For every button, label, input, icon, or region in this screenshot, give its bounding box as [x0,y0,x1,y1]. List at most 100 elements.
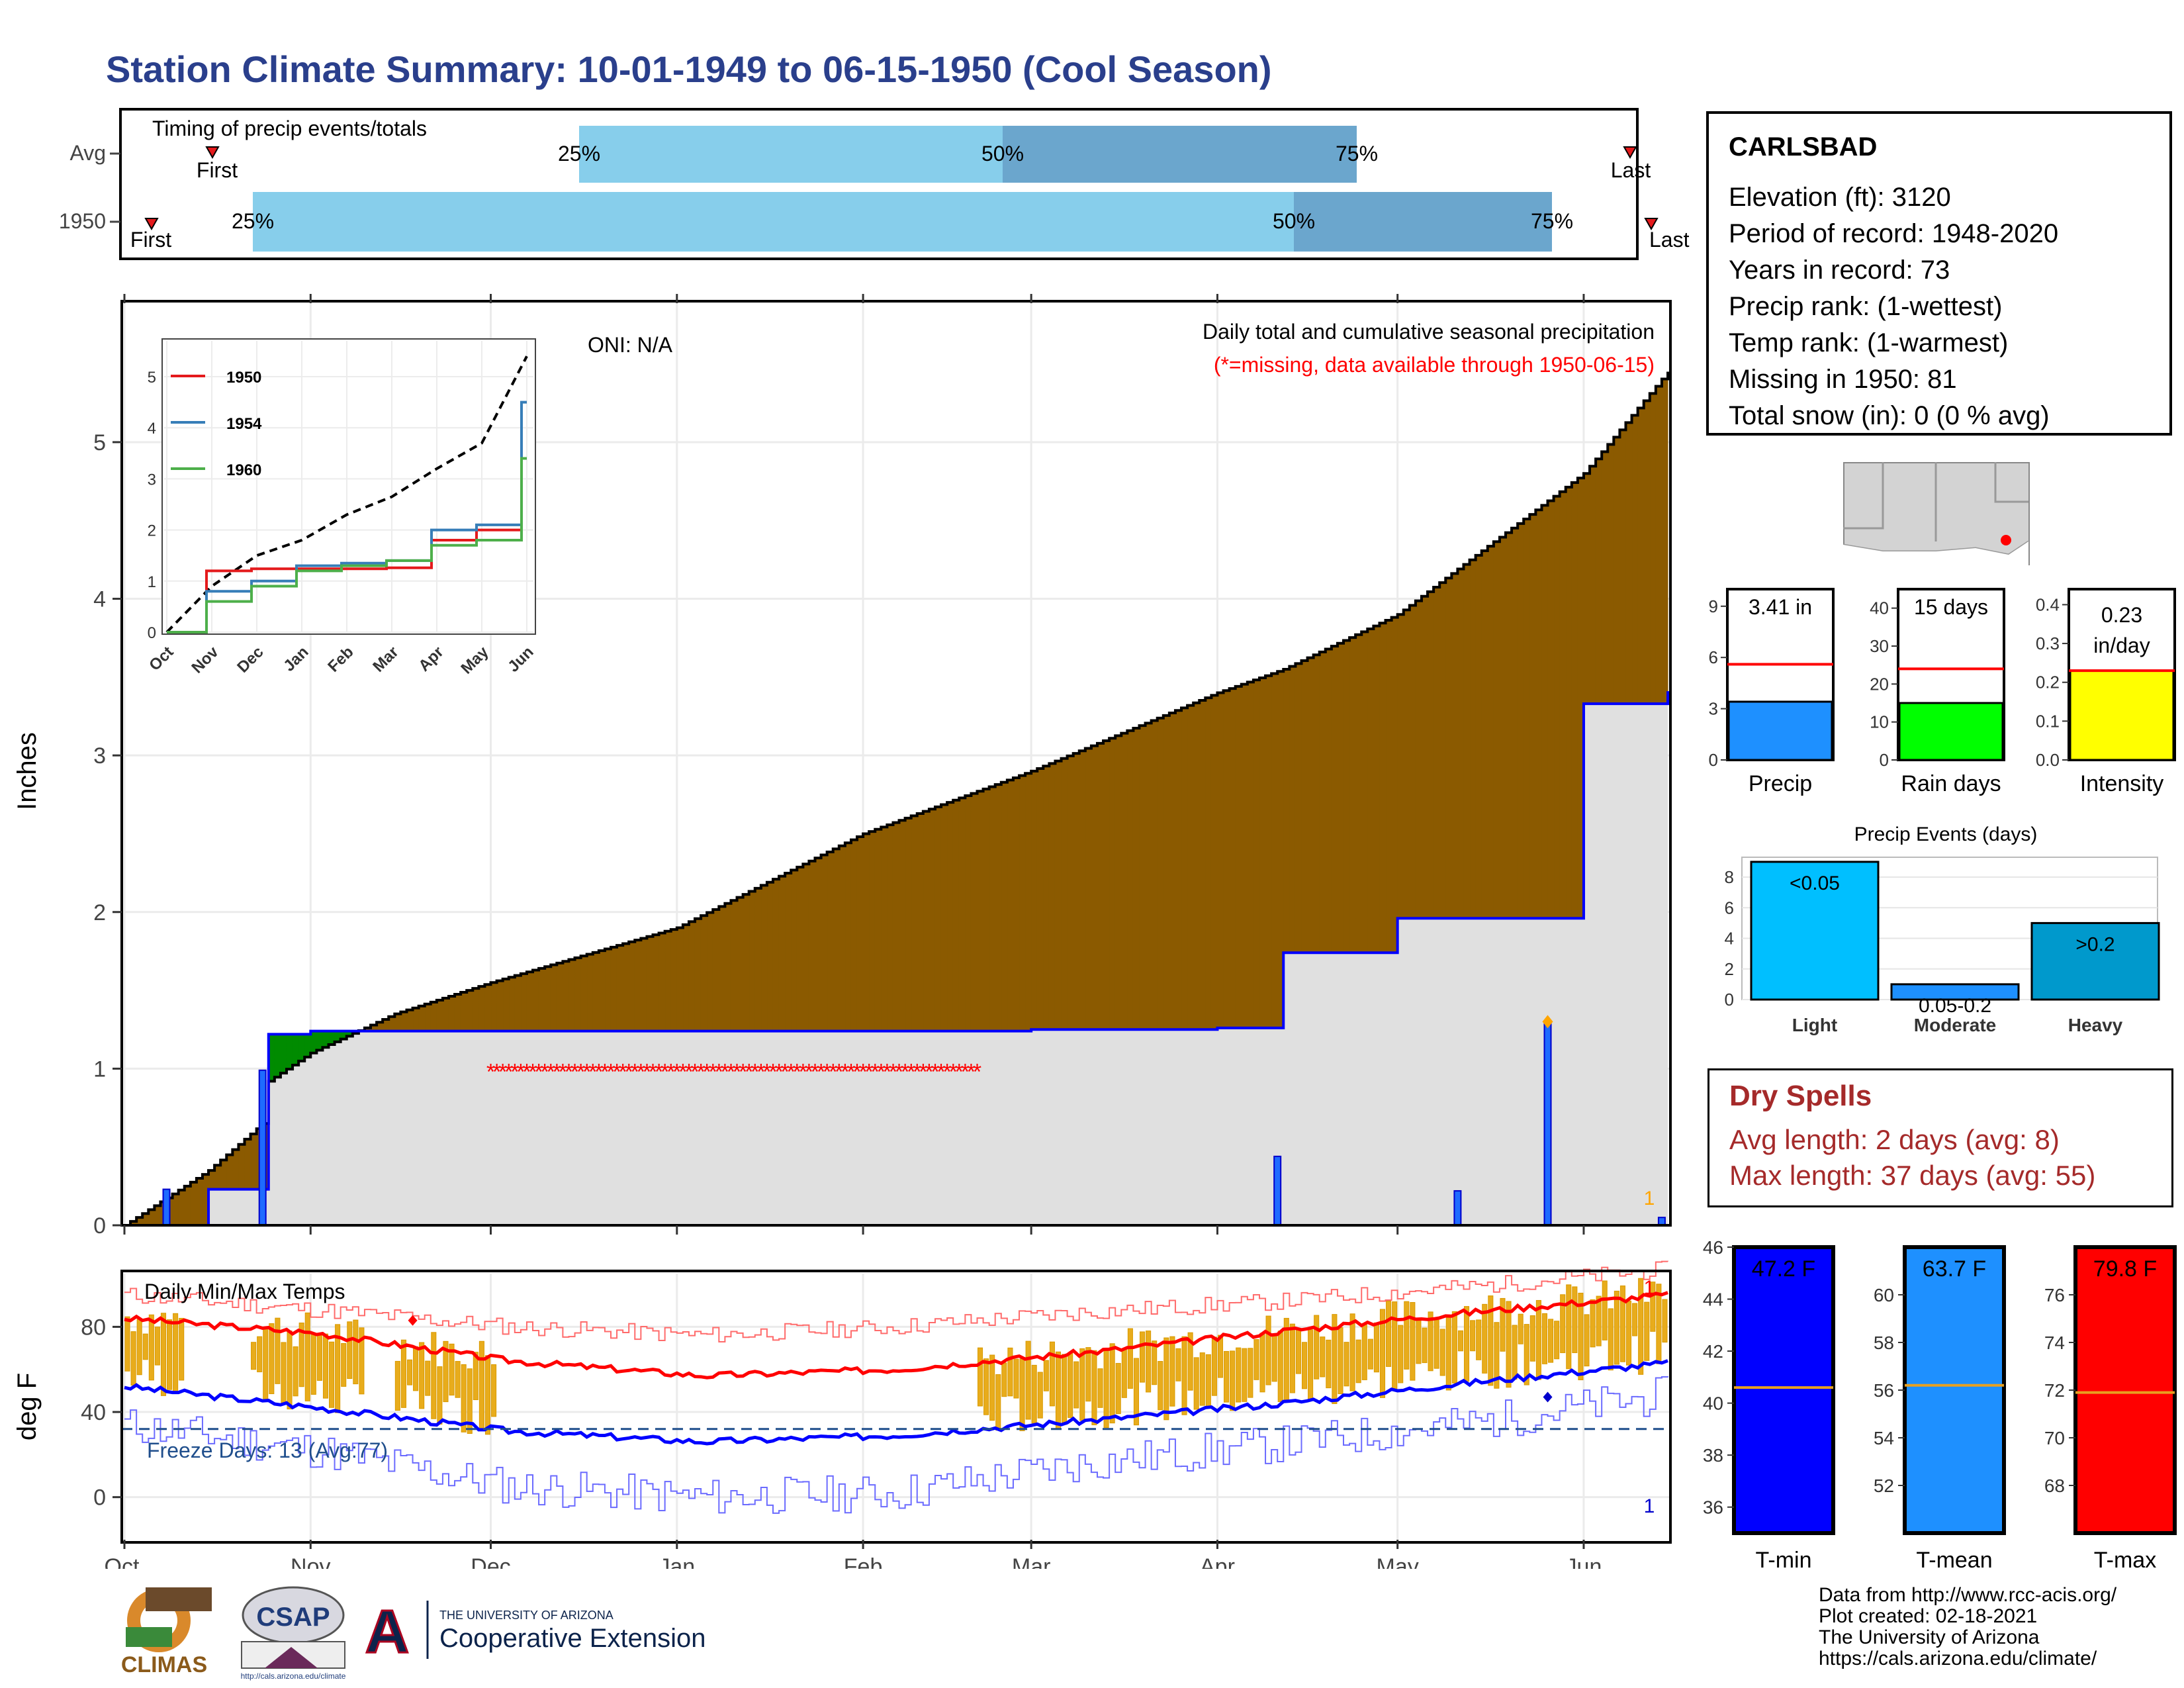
temp-day-bar-143 [983,1358,989,1415]
event-label-heavy: Heavy [2068,1015,2123,1035]
svg-text:Cooperative Extension: Cooperative Extension [439,1624,705,1653]
temp-day-bar-22 [257,1336,263,1372]
temp-day-bar-236 [1541,1313,1548,1364]
missing-marker-83: * [619,1059,627,1084]
legend-label-1950: 1950 [226,369,261,387]
temp-day-bar-150 [1025,1340,1031,1420]
missing-marker-130: * [901,1059,909,1084]
station-precip-rank: Precip rank: (1-wettest) [1729,292,2003,321]
station-snow: Total snow (in): 0 (0 % avg) [1729,401,2050,430]
event-bar-heavy [2030,921,2160,1001]
temp-day-bar-9 [179,1317,185,1381]
tempbar-ticklabel-2-4: 76 [2044,1285,2065,1305]
temp-day-bar-166 [1121,1349,1127,1398]
event-label-light: Light [1792,1015,1837,1035]
summary-ticklabel-2-0: 0.0 [2036,750,2060,770]
temp-day-bar-38 [353,1319,359,1385]
summary-value-1: 15 days [1914,595,1988,619]
summary-ticklabel-0-3: 9 [1709,596,1718,616]
temp-day-bar-167 [1127,1328,1133,1389]
inset-ytick-3: 3 [148,471,156,489]
daily-bar-2 [1273,1155,1282,1226]
tempbar-ticklabel-0-5: 46 [1703,1237,1723,1258]
legend-label-1954: 1954 [226,415,262,433]
credits: Data from http://www.rcc-acis.org/ Plot … [1819,1585,2116,1669]
missing-marker-125: * [871,1059,880,1084]
temp-day-bar-8 [173,1313,179,1394]
temp-day-bar-161 [1091,1350,1097,1425]
inset-ytick-4: 4 [148,420,156,438]
timing-avg-first-marker [205,146,220,160]
temp-day-bar-59 [478,1340,484,1430]
dry-spells-head: Dry Spells [1729,1080,1872,1112]
temp-day-bar-207 [1367,1338,1373,1370]
events-ticklabel-2: 4 [1725,929,1734,949]
inset-xtick-0: Oct [146,643,177,674]
event-label-moderate: Moderate [1914,1015,1996,1035]
temp-day-bar-50 [425,1360,431,1396]
svg-text:CSAP: CSAP [256,1603,330,1632]
tempbar-ticklabel-2-0: 68 [2044,1476,2065,1496]
tempbar-value-0: 47.2 F [1752,1256,1815,1282]
temp-day-bar-28 [293,1346,298,1397]
summary-label-1: Rain days [1901,771,2001,796]
missing-marker-98: * [709,1059,717,1084]
temp-day-bar-251 [1632,1303,1638,1336]
temp-day-bar-154 [1049,1341,1055,1407]
credit-line-4: https://cals.arizona.edu/climate/ [1819,1648,2097,1669]
credit-line-3: The University of Arizona [1819,1626,2040,1648]
tempbar-ticklabel-1-3: 58 [1874,1333,1894,1353]
daily-bar-1 [258,1069,267,1227]
missing-marker-89: * [655,1059,663,1084]
temp-day-bar-4 [148,1314,154,1381]
summary-ticklabel-1-3: 30 [1870,636,1889,656]
temp-ylabel: deg F [13,1373,42,1440]
temp-day-bar-235 [1535,1299,1541,1380]
tempbar-ticklabel-0-3: 42 [1703,1341,1723,1362]
svg-text:A: A [365,1598,409,1665]
temp-day-bar-145 [995,1374,1001,1431]
area-1950 [124,691,1668,1225]
temp-day-bar-170 [1146,1331,1152,1393]
temp-day-bar-25 [275,1317,281,1384]
event-bar-text-1: 0.05-0.2 [1919,995,1991,1017]
tempbar-ticklabel-1-0: 52 [1874,1476,1894,1496]
tempbar-value-1: 63.7 F [1923,1256,1986,1282]
temp-day-bar-248 [1614,1290,1619,1365]
credit-line-2: Plot created: 02-18-2021 [1819,1605,2038,1627]
temp-day-bar-51 [431,1332,437,1419]
daily-bar-3 [1453,1190,1462,1227]
temp-day-bar-189 [1259,1333,1265,1393]
summary-bar-precip [1727,700,1833,761]
temp-day-bar-238 [1554,1321,1560,1360]
legend-label-1960: 1960 [226,461,261,479]
tempbar-ticklabel-1-4: 60 [1874,1285,1894,1305]
month-label-feb: Feb [844,1554,883,1569]
svg-text:http://cals.arizona.edu/climat: http://cals.arizona.edu/climate [241,1671,346,1681]
timing-1950-q1q2 [253,192,1294,252]
missing-marker-102: * [733,1059,741,1084]
timing-row-avg-label: Avg [69,141,106,165]
missing-marker-134: * [925,1059,933,1084]
missing-marker-87: * [643,1059,651,1084]
summary-label-0: Precip [1749,771,1812,796]
timing-1950-p25: 25% [232,209,274,233]
missing-marker-75: * [570,1059,579,1084]
temp-day-bar-37 [347,1321,353,1380]
summary-ticklabel-0-2: 6 [1709,647,1718,667]
temp-day-bar-48 [413,1346,419,1391]
missing-marker-121: * [846,1059,855,1084]
daily-max-marker [1542,1015,1553,1029]
dry-spells-avg: Avg length: 2 days (avg: 8) [1729,1124,2060,1155]
temp-day-bar-191 [1271,1335,1277,1382]
event-bar-text-0: <0.05 [1790,872,1840,894]
missing-marker-120: * [841,1059,849,1084]
tempbar-ticklabel-1-2: 56 [1874,1380,1894,1401]
temp-day-bar-45 [394,1360,400,1411]
inset-chart: 0 1 2 3 4 5 Oct Nov Dec Jan Feb Mar Apr May Jun 1950 19… [146,338,537,678]
tempbar-ticklabel-2-2: 72 [2044,1380,2065,1401]
missing-marker-133: * [919,1059,927,1084]
temp-day-bar-30 [304,1312,310,1401]
temp-day-bar-206 [1361,1323,1367,1380]
temp-day-bar-254 [1650,1282,1656,1332]
